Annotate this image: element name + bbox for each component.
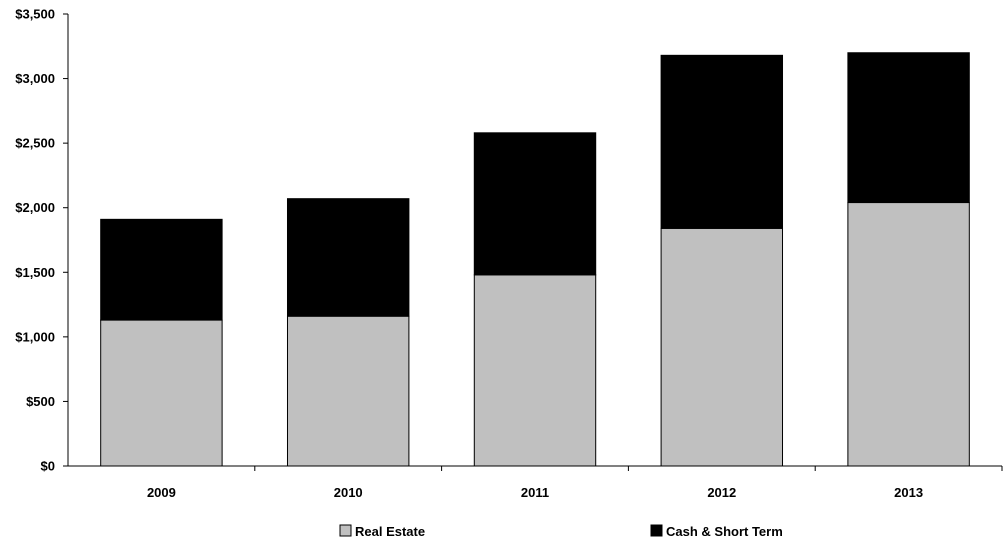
legend: Real Estate Cash & Short Term	[339, 524, 783, 539]
y-axis: $0 $500 $1,000 $1,500 $2,000 $2,500 $3,000 $3,5…	[15, 7, 69, 474]
bar-real-estate-2010	[286, 315, 410, 467]
x-tick-label: 2013	[894, 485, 923, 500]
y-tick-label: $3,500	[15, 7, 55, 22]
y-tick-label: $2,000	[15, 200, 55, 215]
y-tick-label: $1,500	[15, 265, 55, 280]
y-tick-label: $0	[41, 459, 55, 474]
legend-swatch	[339, 524, 352, 537]
x-tick-label: 2009	[147, 485, 176, 500]
x-tick-label: 2011	[521, 485, 549, 500]
x-tick-label: 2010	[334, 485, 363, 500]
bar-cash-short-term-2009	[100, 218, 223, 321]
y-tick-label: $1,000	[15, 329, 55, 344]
y-tick-label: $500	[26, 394, 55, 409]
bar-cash-short-term-2012	[660, 54, 784, 229]
legend-label: Real Estate	[355, 524, 425, 539]
y-tick-label: $2,500	[15, 136, 55, 151]
bar-cash-short-term-2013	[847, 52, 970, 204]
x-axis: 2009 2010 2011 2012 2013	[68, 465, 1003, 500]
y-tick-label: $3,000	[15, 71, 55, 86]
bar-cash-short-term-2011	[473, 132, 597, 276]
bar-real-estate-2009	[100, 319, 223, 467]
bar-real-estate-2012	[660, 227, 784, 467]
x-tick-label: 2012	[707, 485, 736, 500]
bar-real-estate-2011	[473, 274, 597, 467]
legend-label: Cash & Short Term	[666, 524, 783, 539]
bar-cash-short-term-2010	[286, 198, 410, 317]
legend-swatch	[650, 524, 663, 537]
bar-real-estate-2013	[847, 202, 970, 467]
bars	[100, 52, 970, 467]
